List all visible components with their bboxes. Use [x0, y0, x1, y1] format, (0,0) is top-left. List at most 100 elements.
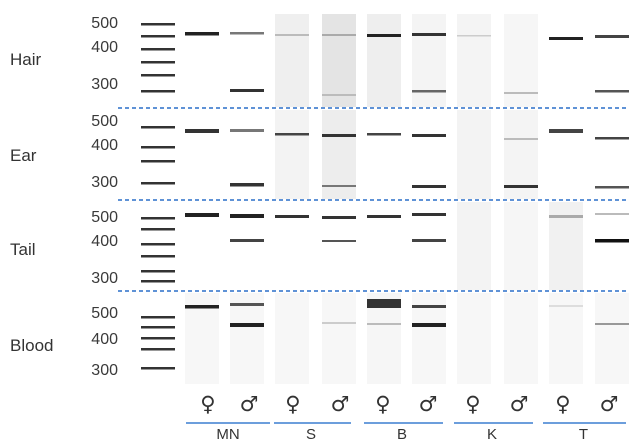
- female-symbol: ♀: [555, 392, 571, 416]
- sample-band: [275, 34, 309, 36]
- lane-background: [504, 293, 538, 384]
- sample-band: [322, 240, 356, 242]
- sample-band: [549, 305, 583, 307]
- female-symbol: ♀: [285, 392, 301, 416]
- sample-band: [230, 32, 264, 35]
- size-label-blood-500: 500: [91, 305, 118, 322]
- lane-background: [275, 293, 309, 384]
- lane-background: [230, 293, 264, 384]
- tissue-label-hair: Hair: [10, 50, 42, 69]
- sample-band: [322, 322, 356, 324]
- sample-band: [549, 129, 583, 133]
- sample-band: [367, 34, 401, 37]
- sample-band: [367, 215, 401, 218]
- sample-band: [185, 129, 219, 133]
- sample-band: [322, 34, 356, 36]
- size-label-ear-400: 400: [91, 137, 118, 154]
- sample-band: [185, 32, 219, 36]
- sample-band: [504, 185, 538, 188]
- male-symbol: ♂: [509, 392, 529, 416]
- sample-band: [230, 303, 264, 306]
- sample-band: [230, 239, 264, 242]
- ladder-band: [141, 35, 175, 38]
- sample-band: [322, 134, 356, 137]
- sample-band: [595, 323, 629, 325]
- ladder-band: [141, 217, 175, 220]
- sample-band: [185, 213, 219, 217]
- sample-band: [367, 299, 401, 308]
- size-label-hair-300: 300: [91, 76, 118, 93]
- ladder-band: [141, 48, 175, 51]
- lane-background: [457, 14, 491, 107]
- sample-band: [412, 239, 446, 242]
- sample-band: [412, 323, 446, 327]
- size-label-tail-500: 500: [91, 209, 118, 226]
- gel-bands: [141, 23, 629, 370]
- lane-background: [322, 110, 356, 199]
- ladder-band: [141, 255, 175, 258]
- sample-band: [595, 239, 629, 243]
- lane-background: [367, 14, 401, 107]
- sample-band: [185, 305, 219, 309]
- sample-band: [367, 133, 401, 136]
- lane-background: [412, 14, 446, 107]
- sample-band: [230, 183, 264, 187]
- size-label-tail-400: 400: [91, 233, 118, 250]
- ladder-band: [141, 326, 175, 329]
- lane-background: [595, 293, 629, 384]
- male-symbol: ♂: [418, 392, 438, 416]
- sample-band: [595, 186, 629, 189]
- sample-band: [595, 213, 629, 215]
- sample-band: [549, 215, 583, 218]
- ladder-band: [141, 367, 175, 370]
- sample-band: [322, 185, 356, 187]
- sample-band: [230, 214, 264, 218]
- lane-background: [549, 293, 583, 384]
- sample-band: [412, 90, 446, 93]
- tissue-label-blood: Blood: [10, 336, 54, 355]
- ladder-band: [141, 270, 175, 273]
- ladder-band: [141, 337, 175, 340]
- size-label-ear-300: 300: [91, 174, 118, 191]
- lane-background: [504, 14, 538, 107]
- size-label-blood-300: 300: [91, 362, 118, 379]
- lane-background: [322, 14, 356, 107]
- group-label-b: B: [396, 426, 407, 443]
- lane-backgrounds: [185, 14, 629, 384]
- lane-background: [367, 293, 401, 384]
- lane-background: [322, 293, 356, 384]
- ladder-band: [141, 160, 175, 163]
- sample-band: [595, 35, 629, 38]
- ladder-band: [141, 316, 175, 319]
- lane-background: [504, 202, 538, 290]
- sample-band: [595, 90, 629, 93]
- ladder-band: [141, 23, 175, 26]
- ladder-band: [141, 182, 175, 185]
- lane-background: [275, 110, 309, 199]
- sample-band: [322, 216, 356, 219]
- sample-band: [367, 323, 401, 325]
- male-symbol: ♂: [239, 392, 259, 416]
- lane-background: [504, 110, 538, 199]
- sample-band: [412, 213, 446, 216]
- ladder-band: [141, 90, 175, 93]
- ladder-band: [141, 348, 175, 351]
- lane-background: [457, 293, 491, 384]
- female-symbol: ♀: [465, 392, 481, 416]
- sample-band: [412, 134, 446, 137]
- sample-band: [504, 138, 538, 140]
- female-symbol: ♀: [200, 392, 216, 416]
- lane-background: [457, 110, 491, 199]
- ladder-band: [141, 61, 175, 64]
- ladder-band: [141, 280, 175, 283]
- lane-background: [457, 202, 491, 290]
- sample-band: [275, 215, 309, 218]
- sample-band: [504, 92, 538, 94]
- sample-band: [412, 33, 446, 36]
- tissue-label-tail: Tail: [10, 240, 36, 259]
- male-symbol: ♂: [330, 392, 350, 416]
- sample-band: [322, 94, 356, 96]
- ladder-band: [141, 74, 175, 77]
- group-label-t: T: [578, 426, 589, 443]
